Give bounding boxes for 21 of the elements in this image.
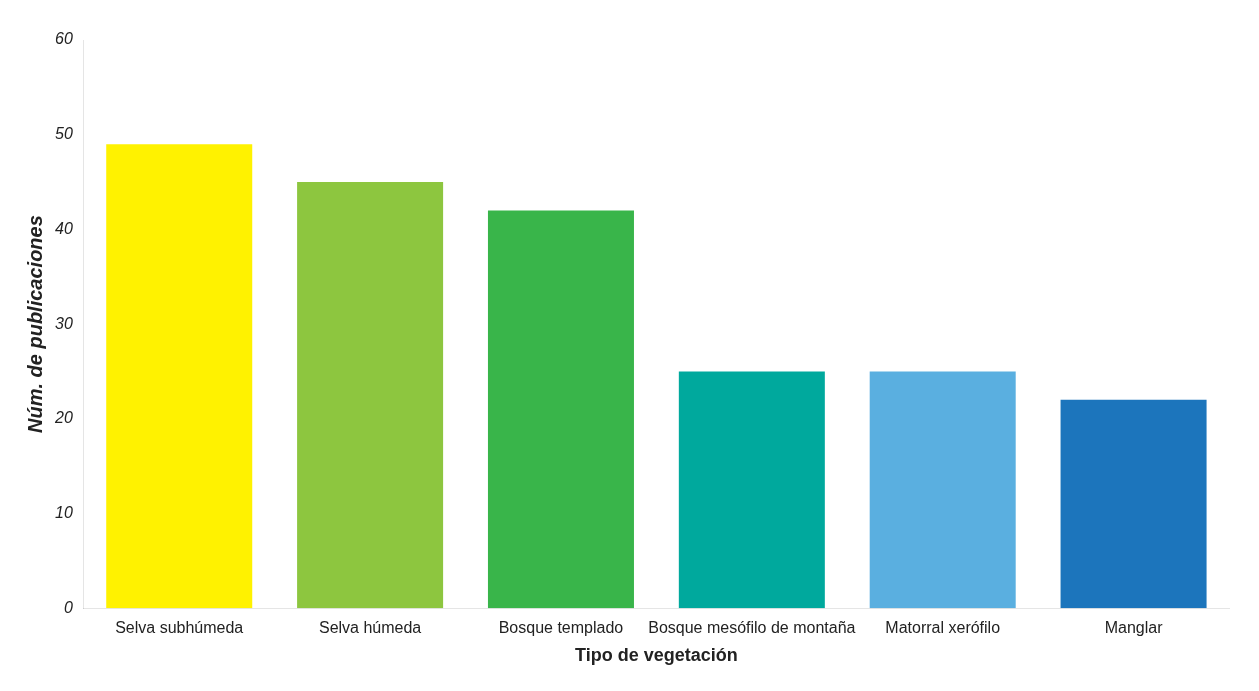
x-tick-label: Bosque templado [498,619,624,637]
bar [869,371,1016,609]
y-axis-title: Núm. de publicaciones [23,215,46,434]
x-tick-label: Manglar [1104,619,1164,637]
y-tick-label: 50 [55,125,73,143]
y-tick-label: 10 [55,503,73,521]
y-tick-label: 30 [55,314,73,332]
x-tick-label: Selva húmeda [318,619,422,637]
bar [678,371,825,609]
x-tick-label: Matorral xerófilo [885,619,1001,637]
x-tick-label: Bosque mesófilo de montaña [648,619,856,637]
y-tick-label: 40 [55,219,73,237]
x-tick-label: Selva subhúmeda [115,619,244,637]
bar [1060,399,1207,609]
bar [487,210,634,609]
bar [297,182,444,609]
y-tick-label: 0 [63,598,73,616]
x-axis-title: Tipo de vegetación [575,645,738,666]
y-tick-label: 20 [54,409,73,427]
y-tick-label: 60 [55,30,73,48]
bar [106,144,253,609]
